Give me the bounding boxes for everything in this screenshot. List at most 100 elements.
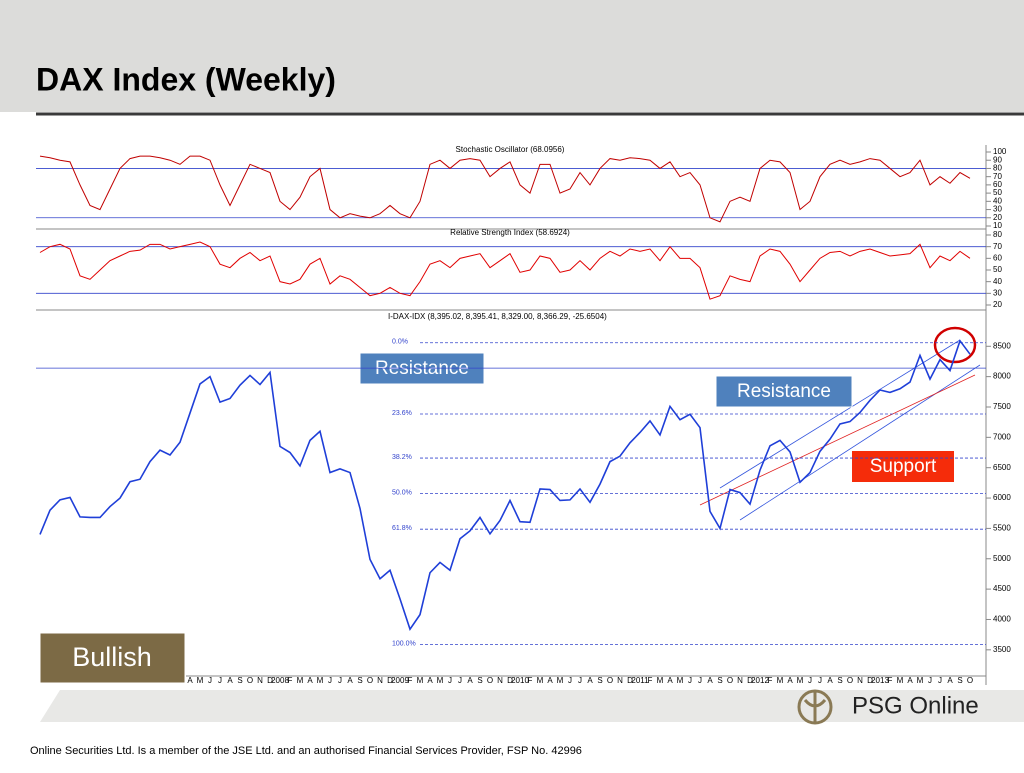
x-tick-label: D — [627, 676, 633, 685]
x-tick-label: M — [417, 676, 424, 685]
x-tick-label: D — [267, 676, 273, 685]
fib-label: 100.0% — [392, 640, 416, 647]
x-tick-label: J — [938, 676, 942, 685]
series-line — [39, 339, 971, 631]
annotation: Resistance — [737, 381, 831, 402]
x-tick-label: M — [317, 676, 324, 685]
panel-title: Stochastic Oscillator (68.0956) — [456, 145, 565, 154]
fib-label: 61.8% — [392, 525, 412, 532]
y-tick-label: 50 — [993, 188, 1002, 197]
y-tick-label: 70 — [993, 242, 1002, 251]
x-tick-label: A — [667, 676, 673, 685]
x-tick-label: J — [578, 676, 582, 685]
x-tick-label: M — [797, 676, 804, 685]
y-tick-label: 80 — [993, 230, 1002, 239]
x-tick-label: O — [247, 676, 253, 685]
x-tick-label: N — [617, 676, 623, 685]
x-tick-label: A — [187, 676, 193, 685]
x-tick-label: 2013 — [871, 676, 889, 685]
x-tick-label: M — [777, 676, 784, 685]
y-tick-label: 6500 — [993, 463, 1011, 472]
verdict-box — [39, 632, 186, 684]
logo-text: PSG Online — [852, 692, 979, 719]
fib-label: 23.6% — [392, 410, 412, 417]
x-tick-label: S — [237, 676, 242, 685]
x-tick-label: A — [947, 676, 953, 685]
x-tick-label: O — [487, 676, 493, 685]
support-line — [699, 374, 976, 506]
verdict: Bullish — [72, 642, 152, 672]
x-tick-label: A — [547, 676, 553, 685]
x-tick-label: M — [657, 676, 664, 685]
x-tick-label: J — [208, 676, 212, 685]
x-tick-label: J — [808, 676, 812, 685]
x-tick-label: O — [847, 676, 853, 685]
x-tick-label: F — [888, 676, 893, 685]
x-tick-label: M — [437, 676, 444, 685]
y-tick-label: 7500 — [993, 402, 1011, 411]
x-tick-label: A — [787, 676, 793, 685]
x-tick-label: A — [467, 676, 473, 685]
annotation-box — [715, 375, 853, 408]
x-tick-label: A — [427, 676, 433, 685]
x-tick-label: N — [377, 676, 383, 685]
x-tick-label: J — [688, 676, 692, 685]
x-tick-label: A — [707, 676, 713, 685]
footer-band — [40, 690, 1024, 722]
slide-title: DAX Index (Weekly) — [36, 61, 336, 97]
x-tick-label: J — [448, 676, 452, 685]
x-tick-label: N — [257, 676, 263, 685]
x-tick-label: O — [607, 676, 613, 685]
y-tick-label: 100 — [993, 147, 1007, 156]
x-tick-label: F — [768, 676, 773, 685]
y-tick-label: 8000 — [993, 372, 1011, 381]
fib-label: 38.2% — [392, 454, 412, 461]
y-tick-label: 70 — [993, 172, 1002, 181]
y-tick-label: 40 — [993, 196, 1002, 205]
x-tick-label: D — [507, 676, 513, 685]
x-tick-label: A — [587, 676, 593, 685]
y-tick-label: 7000 — [993, 432, 1011, 441]
y-tick-label: 5000 — [993, 554, 1011, 563]
highlight-circle — [933, 326, 977, 364]
x-tick-label: J — [338, 676, 342, 685]
series-line — [39, 155, 971, 223]
x-tick-label: J — [328, 676, 332, 685]
y-tick-label: 60 — [993, 180, 1002, 189]
y-tick-label: 40 — [993, 277, 1002, 286]
x-tick-label: S — [597, 676, 602, 685]
x-tick-label: S — [357, 676, 362, 685]
x-tick-label: A — [347, 676, 353, 685]
x-tick-label: N — [737, 676, 743, 685]
panel-title: Relative Strength Index (58.6924) — [450, 228, 570, 237]
x-tick-label: M — [917, 676, 924, 685]
x-tick-label: F — [288, 676, 293, 685]
y-tick-label: 4500 — [993, 584, 1011, 593]
x-tick-label: F — [408, 676, 413, 685]
x-tick-label: N — [497, 676, 503, 685]
y-tick-label: 10 — [993, 221, 1002, 230]
y-tick-label: 4000 — [993, 615, 1011, 624]
logo-mark — [797, 689, 833, 725]
y-tick-label: 3500 — [993, 645, 1011, 654]
x-tick-label: S — [477, 676, 482, 685]
x-tick-label: A — [827, 676, 833, 685]
x-tick-label: N — [857, 676, 863, 685]
x-tick-label: D — [387, 676, 393, 685]
x-tick-label: D — [747, 676, 753, 685]
x-tick-label: M — [897, 676, 904, 685]
series-line — [39, 241, 971, 300]
x-tick-label: M — [197, 676, 204, 685]
x-tick-label: 2012 — [751, 676, 769, 685]
trend-channel — [739, 364, 981, 521]
y-tick-label: 30 — [993, 205, 1002, 214]
panel-title: I-DAX-IDX (8,395.02, 8,395.41, 8,329.00,… — [388, 312, 607, 321]
x-tick-label: M — [557, 676, 564, 685]
header-band — [0, 0, 1024, 112]
fib-label: 50.0% — [392, 489, 412, 496]
x-tick-label: 2010 — [511, 676, 529, 685]
y-tick-label: 90 — [993, 155, 1002, 164]
x-tick-label: J — [458, 676, 462, 685]
